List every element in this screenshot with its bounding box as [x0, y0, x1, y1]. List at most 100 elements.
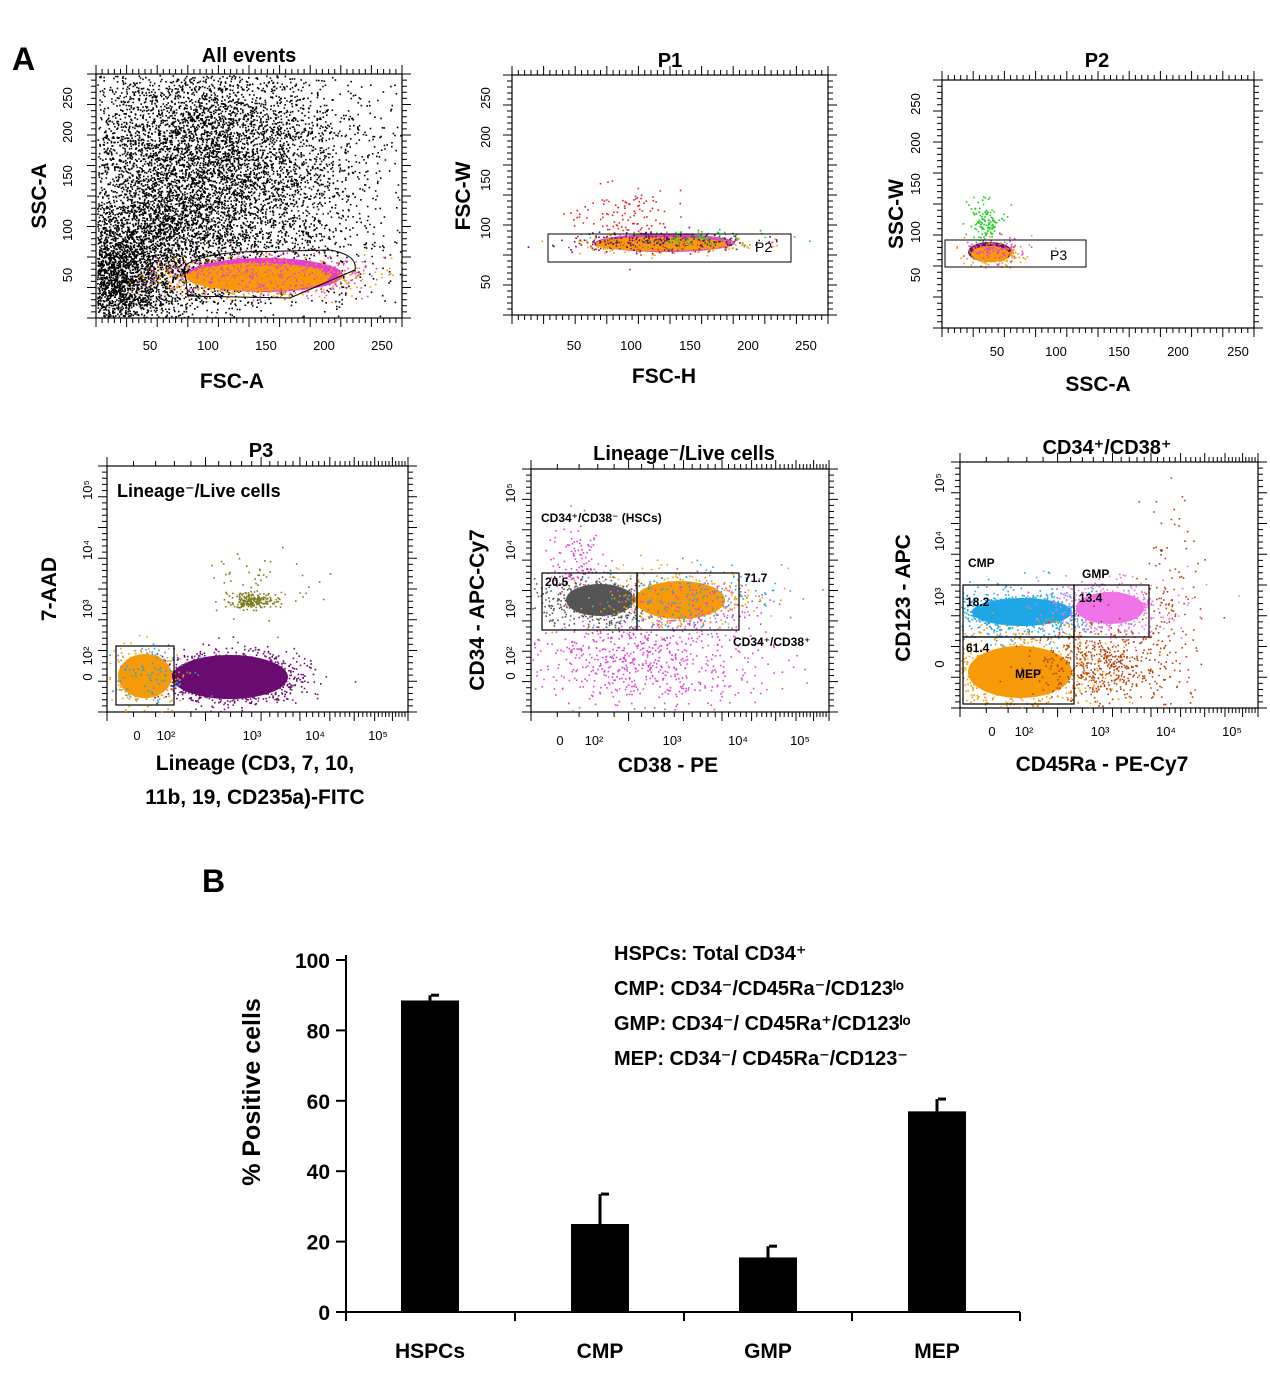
- plot-title: All events: [202, 45, 296, 67]
- plot-title: P1: [658, 50, 682, 72]
- y-axis-label: CD34 - APC-Cy7: [466, 529, 489, 690]
- y-tick: 200: [908, 132, 923, 154]
- plot-title: CD34⁺/CD38⁺: [1043, 437, 1172, 459]
- y-tick-label: 80: [307, 1020, 330, 1043]
- x-tick: 10⁵: [790, 733, 810, 748]
- gate-p3: [944, 239, 1087, 268]
- plot-title: P3: [249, 440, 273, 462]
- x-axis-label-line2: 11b, 19, CD235a)-FITC: [145, 786, 364, 809]
- legend-def: : CD34⁻/CD45Ra⁻/CD123ˡᵒ: [658, 978, 904, 1000]
- y-tick: 10⁵: [80, 480, 95, 500]
- y-tick-label: 20: [307, 1232, 330, 1255]
- x-axis-label: CD38 - PE: [618, 754, 718, 777]
- legend-entry-cmp: CMP: CD34⁻/CD45Ra⁻/CD123ˡᵒ: [614, 978, 904, 1000]
- plot-frame: [511, 74, 829, 316]
- y-tick: 0: [503, 672, 518, 679]
- gate-cd34-cd38-pos: [636, 572, 740, 631]
- x-tick: 10²: [585, 733, 604, 748]
- y-tick: 10⁴: [503, 540, 518, 560]
- gate-label-mep: MEP: [1015, 667, 1041, 681]
- panel-a-letter: A: [12, 41, 35, 77]
- event-cloud: [211, 546, 332, 639]
- x-axis-label: FSC-A: [200, 370, 264, 393]
- x-axis-label: SSC-A: [1065, 373, 1130, 396]
- x-tick: 200: [1167, 344, 1189, 359]
- legend-def: : CD34⁻/ CD45Ra⁻/CD123⁻: [657, 1048, 908, 1070]
- axis-ticks: [98, 457, 417, 721]
- legend-def: : Total CD34⁺: [681, 943, 807, 965]
- event-cloud: [962, 196, 1013, 260]
- gate-label-cmp: CMP: [968, 556, 995, 570]
- gate-label-hscs: CD34⁺/CD38⁻ (HSCs): [541, 511, 662, 525]
- y-tick: 10⁵: [932, 473, 947, 493]
- flow-plot-p2: P2 P3 50 100 150 200 250 250 200 150 100…: [885, 50, 1263, 396]
- legend-name: CMP: [614, 978, 658, 1000]
- legend-entry-hspcs: HSPCs: Total CD34⁺: [614, 943, 806, 965]
- legend: HSPCs: Total CD34⁺ CMP: CD34⁻/CD45Ra⁻/CD…: [614, 943, 911, 1070]
- x-tick: 200: [737, 338, 759, 353]
- pct-hscs: 20.5: [545, 575, 569, 589]
- pct-cd38-pos: 71.7: [744, 571, 768, 585]
- y-axis-label: FSC-W: [452, 161, 475, 230]
- x-tick: 150: [1108, 344, 1130, 359]
- event-cloud: [532, 590, 808, 712]
- y-tick: 10⁴: [80, 540, 95, 560]
- scatter-events: [532, 505, 824, 712]
- y-tick-label: 100: [295, 950, 330, 973]
- legend-entry-mep: MEP: CD34⁻/ CD45Ra⁻/CD123⁻: [614, 1048, 908, 1070]
- y-tick: 100: [478, 217, 493, 239]
- axis-ticks: [951, 453, 1267, 717]
- event-cloud: [563, 180, 682, 271]
- x-axis-label: Lineage (CD3, 7, 10,: [156, 752, 354, 775]
- bar-gmp: [739, 1257, 797, 1312]
- x-tick: 10³: [663, 733, 682, 748]
- gate-label-cd38-pos: CD34⁺/CD38⁺: [733, 635, 810, 649]
- event-cloud: [1132, 477, 1226, 706]
- x-tick: 100: [620, 338, 642, 353]
- event-cloud: [215, 590, 297, 612]
- y-tick: 50: [908, 268, 923, 282]
- y-axis-label: % Positive cells: [238, 998, 266, 1186]
- x-tick: 10⁴: [728, 733, 748, 748]
- x-tick-label: HSPCs: [395, 1340, 465, 1363]
- x-tick: 10³: [243, 728, 262, 743]
- event-cloud: [999, 604, 1203, 707]
- x-tick: 0: [556, 733, 563, 748]
- flow-plot-p3: P3 Lineage⁻/Live cells 0 10² 10³ 10⁴ 10⁵…: [38, 440, 417, 809]
- x-tick: 150: [255, 338, 277, 353]
- y-tick: 100: [908, 221, 923, 243]
- scatter-events: [527, 180, 811, 271]
- x-tick: 10⁴: [1156, 724, 1176, 739]
- legend-name: GMP: [614, 1013, 660, 1035]
- scatter-events: [956, 196, 1057, 269]
- legend-name: MEP: [614, 1048, 657, 1070]
- gate-p2: [547, 233, 792, 263]
- event-cloud: [97, 75, 402, 319]
- gate-label: P2: [755, 239, 772, 255]
- scatter-events: [97, 75, 403, 319]
- bar-hspcs: [401, 1000, 459, 1312]
- y-tick-label: 40: [307, 1161, 330, 1184]
- axis-ticks: [933, 71, 1263, 337]
- x-tick-label: CMP: [577, 1340, 624, 1363]
- y-ticks: 0 20 40 60 80 100: [295, 950, 346, 1325]
- scatter-events: [961, 477, 1241, 709]
- axis-ticks: [87, 65, 411, 327]
- y-axis-label: CD123 - APC: [892, 534, 915, 662]
- x-tick: 10⁵: [1222, 724, 1242, 739]
- y-tick: 0: [932, 660, 947, 667]
- y-tick-label: 60: [307, 1091, 330, 1114]
- flow-plot-p1: P1 P2 50 100 150 200 250 250 200 150 100…: [452, 50, 837, 388]
- y-tick: 10³: [80, 599, 95, 618]
- axis-ticks: [503, 66, 837, 324]
- x-tick: 0: [988, 724, 995, 739]
- y-axis-label: 7-AAD: [38, 557, 61, 621]
- event-cloud: [532, 568, 682, 634]
- flow-plot-all-events: All events 50 100 150 200 250 250 200 15…: [28, 45, 411, 393]
- y-tick: 10³: [932, 587, 947, 606]
- x-tick: 10⁵: [368, 728, 388, 743]
- y-tick: 100: [60, 219, 75, 241]
- y-tick: 150: [60, 165, 75, 187]
- x-tick-label: MEP: [914, 1340, 960, 1363]
